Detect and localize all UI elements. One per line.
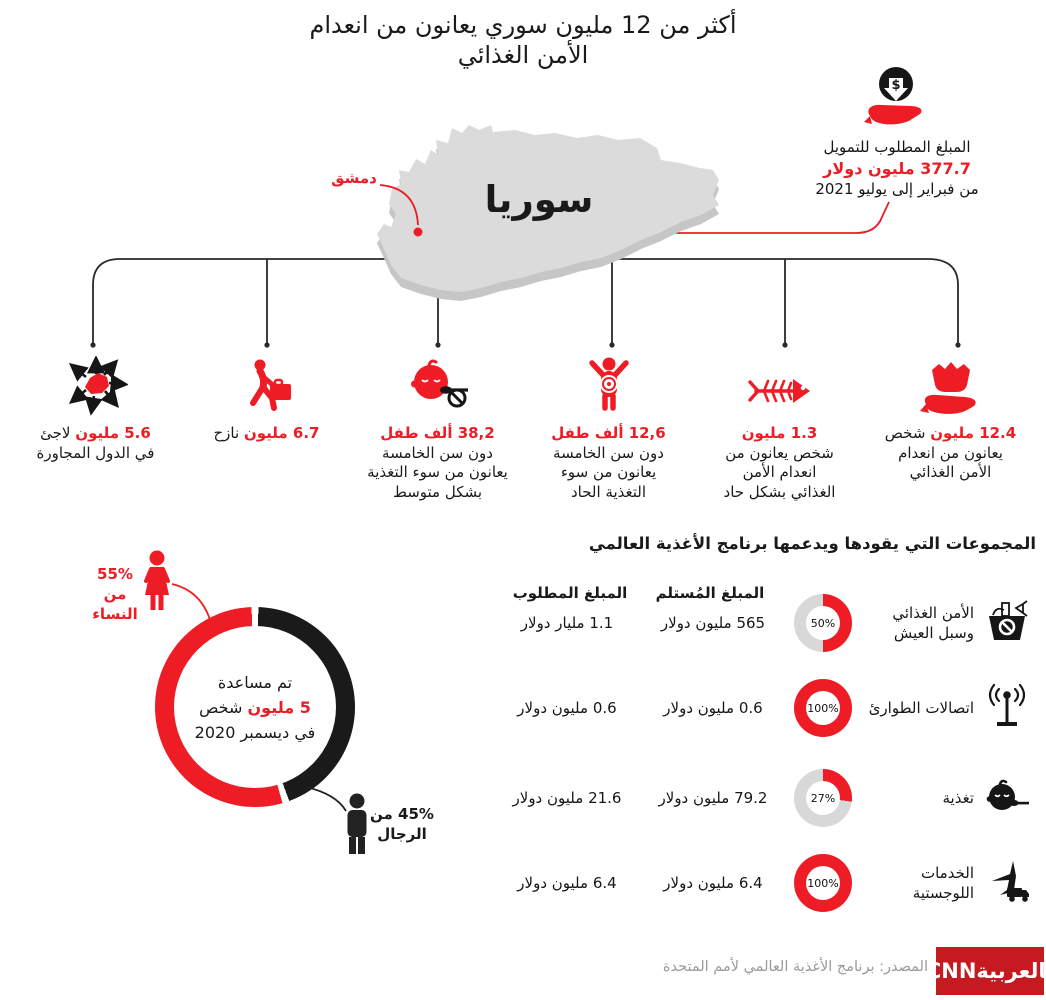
stat-severe-food-insecurity: 1.3 مليون شخص يعانون من انعدام الأمن الغ… <box>694 352 865 502</box>
page-title-line2: الأمن الغذائي <box>457 41 589 69</box>
emergency-telecom-icon <box>978 684 1036 732</box>
table-row: 21.6 مليون دولار 79.2 مليون دولار 27% تغ… <box>478 761 1040 835</box>
funding-progress-donut: 100% <box>794 854 852 912</box>
damascus-dot <box>413 227 423 237</box>
received-value: 0.6 مليون دولار <box>663 699 763 717</box>
displaced-person-icon <box>237 352 297 416</box>
syria-arrows-icon <box>64 352 128 416</box>
table-row: 1.1 مليار دولار 565 مليون دولار 50% الأم… <box>478 586 1040 660</box>
funding-connector-line <box>630 201 890 234</box>
man-icon <box>340 793 374 861</box>
food-basket-icon <box>978 599 1036 647</box>
dollar-hand-icon: $ <box>862 64 930 132</box>
bracket-drop-lines <box>266 259 786 343</box>
percent-label: 27% <box>810 791 836 805</box>
table-row: 6.4 مليون دولار 6.4 مليون دولار 100% الخ… <box>478 846 1040 920</box>
woman-icon <box>138 550 176 616</box>
funding-period: من فبراير إلى يوليو 2021 <box>815 180 979 198</box>
table-row: 0.6 مليون دولار 0.6 مليون دولار 100% اتص… <box>478 671 1040 745</box>
funding-progress-donut: 50% <box>794 594 852 652</box>
helped-line2: 5 مليون شخص <box>199 697 311 717</box>
stat-moderate-malnutrition: 38,2 ألف طفل دون سن الخامسة يعانون من سو… <box>352 352 523 502</box>
percent-label: 50% <box>810 616 836 630</box>
stat-text: 6.7 مليون نازح <box>213 424 320 442</box>
stats-row: 5.6 مليون لاجئ في الدول المجاورة <box>10 352 1036 502</box>
syria-map-shape <box>377 125 719 301</box>
men-share-label: 45% من الرجال <box>370 805 434 843</box>
hand-bowl-icon <box>918 352 984 416</box>
funding-label: المبلغ المطلوب للتمويل <box>823 138 971 156</box>
fishbone-icon <box>747 352 812 416</box>
stat-food-insecurity: 12.4 مليون شخص يعانون من انعدام الأمن ال… <box>865 352 1036 502</box>
column-header-received: المبلغ المُستلم <box>655 584 765 602</box>
stat-text: 12.4 مليون شخص يعانون من انعدام الأمن ال… <box>884 424 1017 481</box>
baby-no-food-icon <box>405 352 471 416</box>
stat-text: 12,6 ألف طفل دون سن الخامسة يعانون من سو… <box>551 424 666 501</box>
gender-connector-lines <box>171 583 347 812</box>
gender-donut-center: تم مساعدة 5 مليون شخص في ديسمبر 2020 <box>174 626 336 788</box>
svg-text:$: $ <box>891 78 900 93</box>
received-value: 6.4 مليون دولار <box>663 874 763 892</box>
women-share-label: 55% من النساء <box>92 565 138 623</box>
map-connector-diagram <box>90 125 961 348</box>
funding-progress-donut: 27% <box>794 769 852 827</box>
group-label: الأمن الغذائي وسبل العيش <box>892 604 974 642</box>
stat-displaced: 6.7 مليون نازح <box>181 352 352 502</box>
funding-amount: 377.7 مليون دولار <box>823 159 971 178</box>
table-title: المجموعات التي يقودها ويدعمها برنامج الأ… <box>588 534 1036 553</box>
required-value: 6.4 مليون دولار <box>517 874 617 892</box>
funding-block: المبلغ المطلوب للتمويل 377.7 مليون دولار… <box>772 137 1022 200</box>
logistics-icon <box>978 859 1036 907</box>
page-title: أكثر من 12 مليون سوري يعانون من انعدام ا… <box>0 10 1046 70</box>
source-text: المصدر: برنامج الأغذية العالمي لأمم المت… <box>662 959 928 975</box>
child-target-icon <box>579 352 639 416</box>
percent-label: 100% <box>807 876 839 890</box>
funding-progress-donut: 100% <box>794 679 852 737</box>
helped-line3: في ديسمبر 2020 <box>194 722 316 742</box>
cnn-arabic-logo: بالعربيةCNN <box>926 947 1046 995</box>
stat-text: 5.6 مليون لاجئ في الدول المجاورة <box>36 424 155 462</box>
stat-acute-malnutrition: 12,6 ألف طفل دون سن الخامسة يعانون من سو… <box>523 352 694 502</box>
column-header-required: المبلغ المطلوب <box>512 584 628 602</box>
group-label: الخدمات اللوجستية <box>912 864 974 902</box>
stat-refugees: 5.6 مليون لاجئ في الدول المجاورة <box>10 352 181 502</box>
gender-donut-chart: تم مساعدة 5 مليون شخص في ديسمبر 2020 <box>155 607 355 807</box>
received-value: 565 مليون دولار <box>660 614 766 632</box>
stat-text: 1.3 مليون شخص يعانون من انعدام الأمن الغ… <box>723 424 836 501</box>
helped-line1: تم مساعدة <box>217 672 293 692</box>
required-value: 21.6 مليون دولار <box>512 789 622 807</box>
stat-text: 38,2 ألف طفل دون سن الخامسة يعانون من سو… <box>367 424 508 501</box>
map-country-label: سوريا <box>484 178 594 221</box>
nutrition-baby-icon <box>978 774 1036 822</box>
required-value: 1.1 مليار دولار <box>520 614 614 632</box>
group-label: تغذية <box>942 789 974 807</box>
received-value: 79.2 مليون دولار <box>658 789 768 807</box>
page-title-line1: أكثر من 12 مليون سوري يعانون من انعدام <box>309 11 737 39</box>
damascus-connector-line <box>379 184 419 226</box>
percent-label: 100% <box>807 701 839 715</box>
group-label: اتصالات الطوارئ <box>868 699 974 717</box>
map-capital-label: دمشق <box>331 169 377 187</box>
required-value: 0.6 مليون دولار <box>517 699 617 717</box>
